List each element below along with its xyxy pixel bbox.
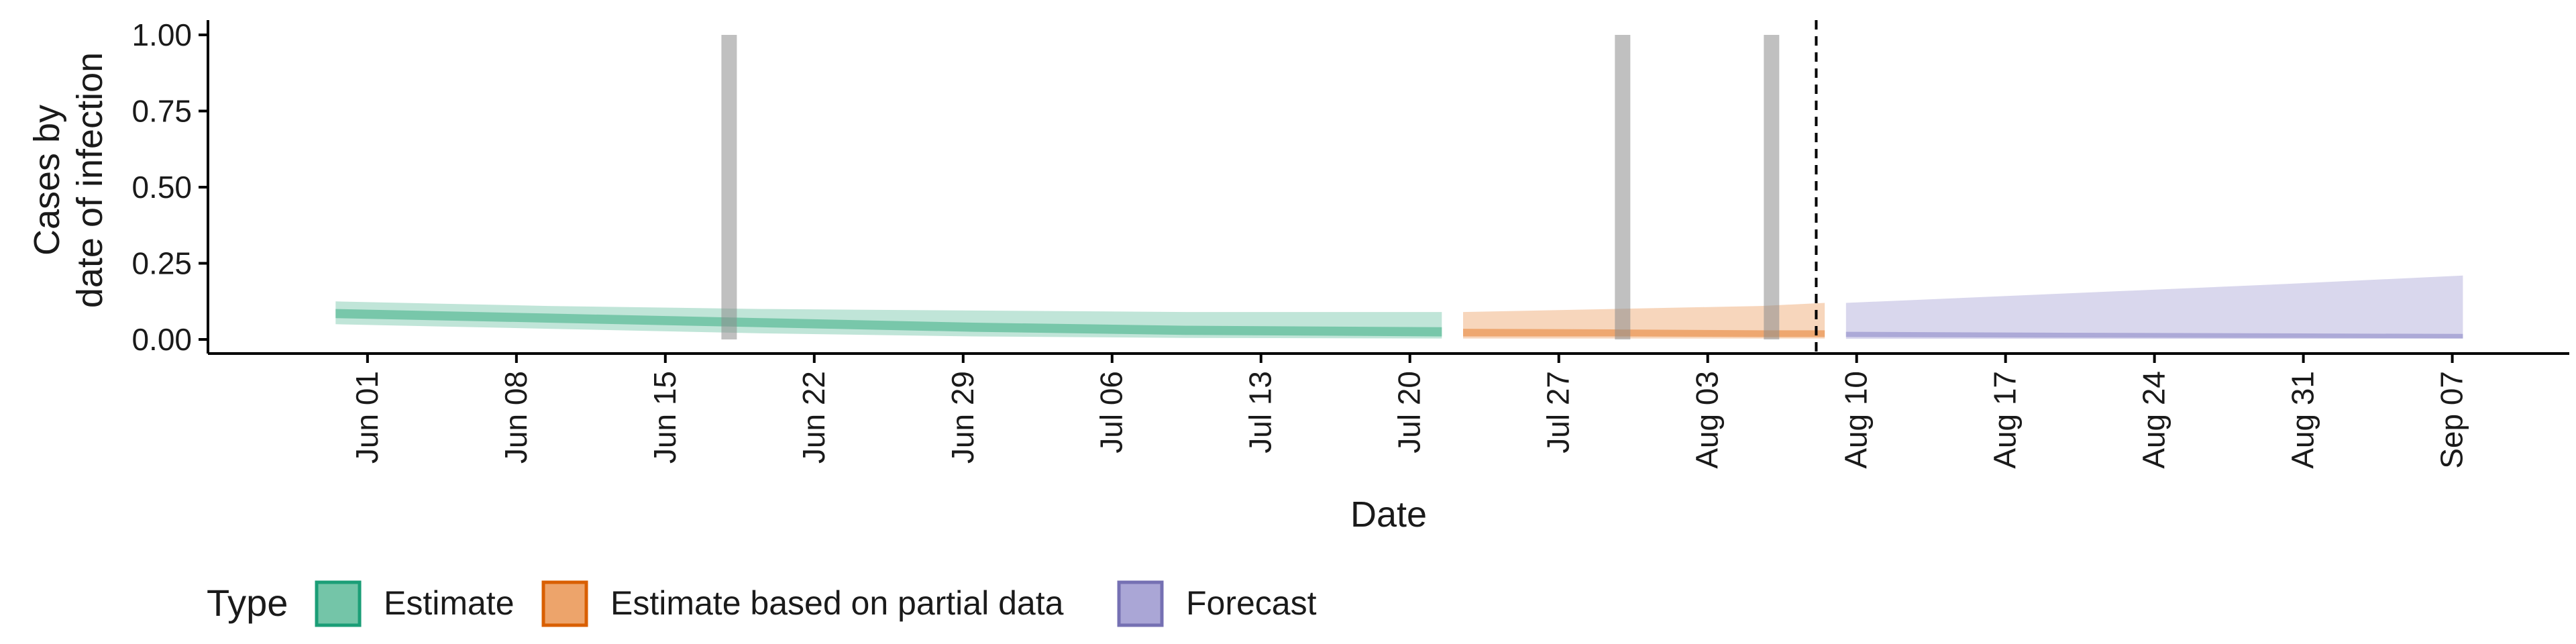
vertical-bar-0 bbox=[721, 35, 737, 339]
y-axis-title-line-1: date of infection bbox=[70, 52, 110, 308]
x-tick-label-1: Jun 08 bbox=[498, 371, 533, 464]
legend-swatch-2 bbox=[1117, 580, 1164, 627]
x-tick-label-7: Jul 20 bbox=[1392, 371, 1427, 453]
series-1-inner-band bbox=[1463, 329, 1825, 337]
y-tick-label-3: 0.75 bbox=[131, 94, 192, 129]
series-0-inner-band bbox=[335, 309, 1442, 337]
x-tick-label-5: Jul 06 bbox=[1094, 371, 1129, 453]
plot-area bbox=[335, 20, 2463, 354]
legend-swatch-0 bbox=[315, 580, 362, 627]
legend-title: Type bbox=[207, 582, 288, 624]
x-tick-label-6: Jul 13 bbox=[1243, 371, 1278, 453]
legend-swatch-1 bbox=[541, 580, 588, 627]
x-tick-label-8: Jul 27 bbox=[1541, 371, 1576, 453]
x-tick-label-9: Aug 03 bbox=[1690, 371, 1725, 469]
legend-label-0: Estimate bbox=[384, 584, 515, 622]
y-tick-label-2: 0.50 bbox=[131, 170, 192, 205]
x-tick-label-14: Sep 07 bbox=[2434, 371, 2469, 469]
series-2-inner-band bbox=[1845, 331, 2463, 339]
y-axis-title: Cases bydate of infection bbox=[27, 52, 110, 308]
legend-label-2: Forecast bbox=[1186, 584, 1317, 622]
y-axis-title-line-0: Cases by bbox=[27, 105, 67, 256]
y-tick-label-0: 0.00 bbox=[131, 322, 192, 357]
vertical-bar-1 bbox=[1615, 35, 1631, 339]
x-tick-label-4: Jun 29 bbox=[945, 371, 980, 464]
x-tick-label-11: Aug 17 bbox=[1988, 371, 2023, 469]
x-axis-title: Date bbox=[1350, 494, 1427, 535]
legend-label-1: Estimate based on partial data bbox=[610, 584, 1064, 622]
legend: Type Estimate Estimate based on partial da… bbox=[207, 580, 1317, 627]
x-tick-label-3: Jun 22 bbox=[796, 371, 831, 464]
axes: 0.00 0.25 0.50 0.75 1.00 Jun 01 Jun 08 Jun 15 Ju… bbox=[131, 17, 2569, 469]
x-tick-label-10: Aug 10 bbox=[1839, 371, 1874, 469]
x-tick-label-13: Aug 31 bbox=[2286, 371, 2320, 469]
vertical-bar-2 bbox=[1764, 35, 1780, 339]
y-tick-label-4: 1.00 bbox=[131, 17, 192, 52]
x-tick-label-0: Jun 01 bbox=[350, 371, 384, 464]
x-tick-label-2: Jun 15 bbox=[647, 371, 682, 464]
series-2-outer-band bbox=[1845, 275, 2463, 339]
y-tick-label-1: 0.25 bbox=[131, 246, 192, 281]
x-tick-label-12: Aug 24 bbox=[2137, 371, 2171, 469]
